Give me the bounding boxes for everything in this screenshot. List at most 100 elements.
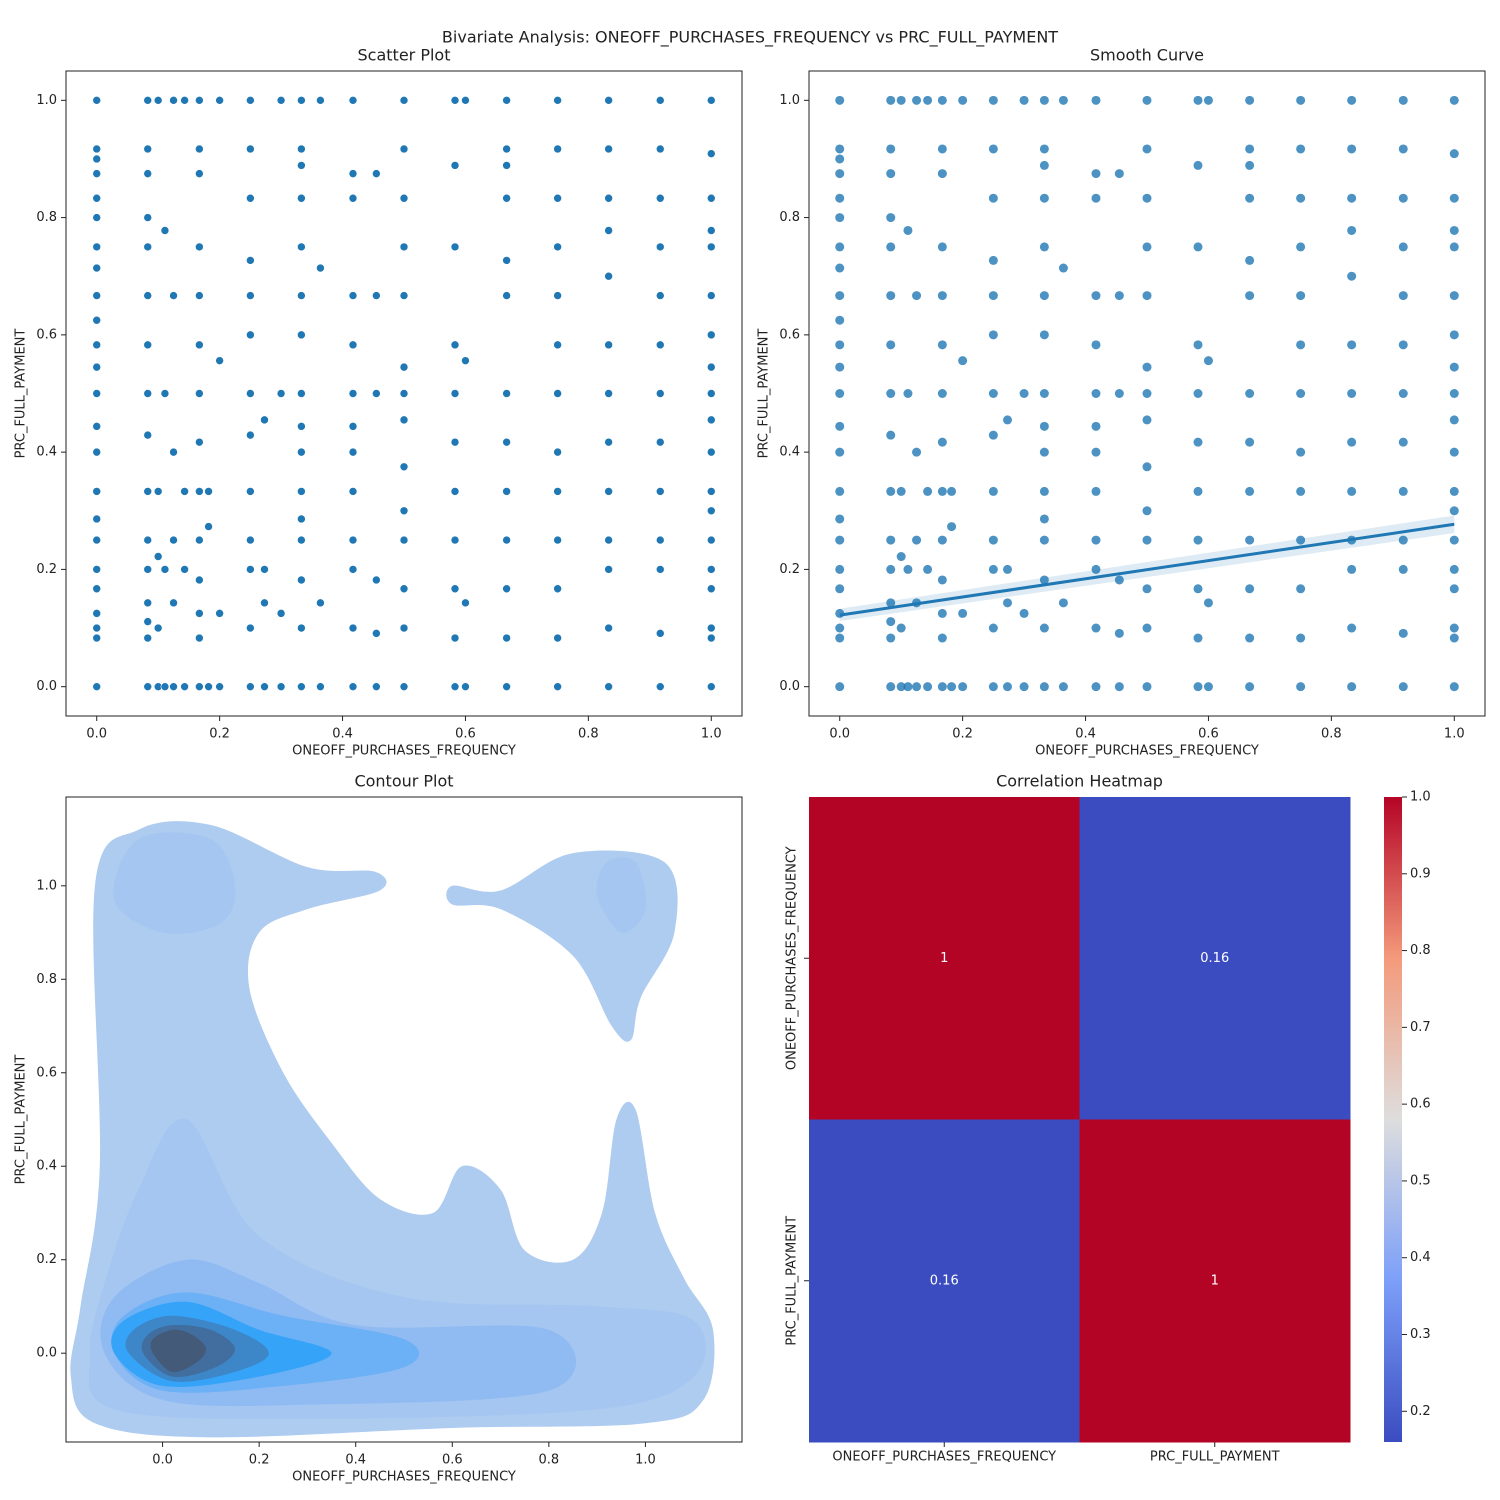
- scatter-point: [195, 340, 204, 350]
- scatter-point: [655, 144, 665, 154]
- scatter-point: [372, 169, 381, 178]
- scatter-point: [153, 96, 163, 105]
- scatter-point: [553, 291, 562, 300]
- scatter-point: [143, 96, 153, 105]
- scatter-point: [297, 242, 306, 252]
- scatter-point: [1142, 584, 1152, 594]
- scatter-point: [297, 161, 306, 170]
- scatter-point: [835, 447, 845, 457]
- scatter-point: [835, 535, 845, 545]
- scatter-point: [316, 96, 325, 105]
- y-tick-label: 1.0: [36, 878, 57, 893]
- scatter-point: [553, 487, 562, 496]
- scatter-point: [1058, 95, 1068, 105]
- scatter-point: [450, 535, 460, 545]
- x-tick-label: 0.6: [1198, 727, 1219, 742]
- scatter-point: [655, 682, 665, 691]
- scatter-point: [604, 565, 613, 574]
- scatter-point: [92, 447, 102, 457]
- colorbar-tick-label: 0.6: [1410, 1097, 1431, 1112]
- scatter-point: [143, 535, 153, 545]
- scatter-point: [399, 584, 409, 594]
- scatter-point: [886, 213, 896, 223]
- x-tick-label: 0.2: [952, 727, 973, 742]
- heatmap-cell: [809, 797, 1080, 1120]
- y-tick-label: PRC_FULL_PAYMENT: [785, 1216, 800, 1346]
- scatter-point: [1193, 486, 1203, 496]
- colorbar-tick-label: 0.7: [1410, 1020, 1431, 1035]
- scatter-point: [1114, 169, 1124, 179]
- scatter-point: [348, 169, 358, 178]
- scatter-point: [1296, 291, 1306, 301]
- scatter-point: [215, 609, 224, 618]
- scatter-point: [835, 340, 845, 350]
- scatter-point: [399, 389, 409, 398]
- scatter-point: [348, 422, 358, 431]
- scatter-point: [903, 225, 913, 235]
- scatter-point: [1039, 291, 1049, 301]
- scatter-point: [912, 291, 922, 301]
- x-tick-label: 1.0: [1444, 727, 1465, 742]
- scatter-point: [1296, 535, 1306, 545]
- contour-group: [70, 821, 715, 1438]
- scatter-point: [153, 552, 163, 561]
- scatter-point: [169, 96, 178, 105]
- scatter-point: [1193, 95, 1203, 105]
- scatter-point: [502, 161, 511, 170]
- scatter-point: [706, 682, 716, 691]
- scatter-point: [372, 291, 381, 300]
- regression-line: [839, 522, 1455, 617]
- scatter-point: [1347, 193, 1357, 203]
- scatter-point: [399, 362, 409, 372]
- scatter-point: [92, 340, 102, 350]
- scatter-point: [195, 487, 204, 496]
- scatter-point: [553, 340, 562, 350]
- scatter-point: [399, 623, 409, 633]
- scatter-point: [204, 522, 213, 531]
- scatter-point: [276, 682, 286, 691]
- scatter-point: [886, 633, 896, 643]
- scatter-point: [1142, 415, 1152, 425]
- x-tick-label: 0.0: [152, 1453, 173, 1468]
- colorbar-tick-label: 1.0: [1410, 790, 1431, 805]
- scatter-point: [988, 330, 998, 340]
- scatter-point: [988, 623, 998, 633]
- scatter-point: [655, 242, 665, 252]
- scatter-point: [1449, 415, 1459, 425]
- scatter-point: [169, 682, 178, 691]
- scatter-point: [896, 552, 906, 562]
- colorbar-tick-label: 0.2: [1410, 1404, 1431, 1419]
- axes-title: Correlation Heatmap: [996, 772, 1163, 791]
- scatter-point: [180, 682, 189, 691]
- x-axis-label: ONEOFF_PURCHASES_FREQUENCY: [1035, 744, 1259, 759]
- scatter-point: [1091, 95, 1101, 105]
- scatter-point: [92, 609, 102, 618]
- y-tick-label: 0.6: [779, 327, 800, 342]
- scatter-point: [1019, 682, 1029, 692]
- scatter-point: [450, 584, 460, 594]
- scatter-point: [1245, 486, 1255, 496]
- scatter-point: [92, 242, 102, 252]
- scatter-point: [143, 682, 153, 691]
- scatter-point: [502, 291, 511, 300]
- scatter-point: [1091, 564, 1101, 574]
- scatter-point: [886, 95, 896, 105]
- scatter-point: [1039, 330, 1049, 340]
- scatter-point: [1142, 506, 1152, 516]
- scatter-point: [604, 96, 613, 105]
- scatter-point: [348, 291, 358, 300]
- scatter-point: [1245, 255, 1255, 265]
- scatter-point: [1449, 506, 1459, 516]
- scatter-point: [1347, 271, 1357, 281]
- scatter-point: [246, 144, 255, 154]
- scatter-point: [160, 682, 170, 691]
- scatter-point: [1142, 535, 1152, 545]
- scatter-point: [553, 242, 562, 252]
- scatter-point: [1193, 242, 1203, 252]
- scatter-point: [1347, 682, 1357, 692]
- scatter-point: [604, 193, 613, 203]
- scatter-point: [399, 535, 409, 545]
- scatter-point: [903, 564, 913, 574]
- x-tick-label: 0.4: [332, 727, 353, 742]
- scatter-point: [1193, 437, 1203, 447]
